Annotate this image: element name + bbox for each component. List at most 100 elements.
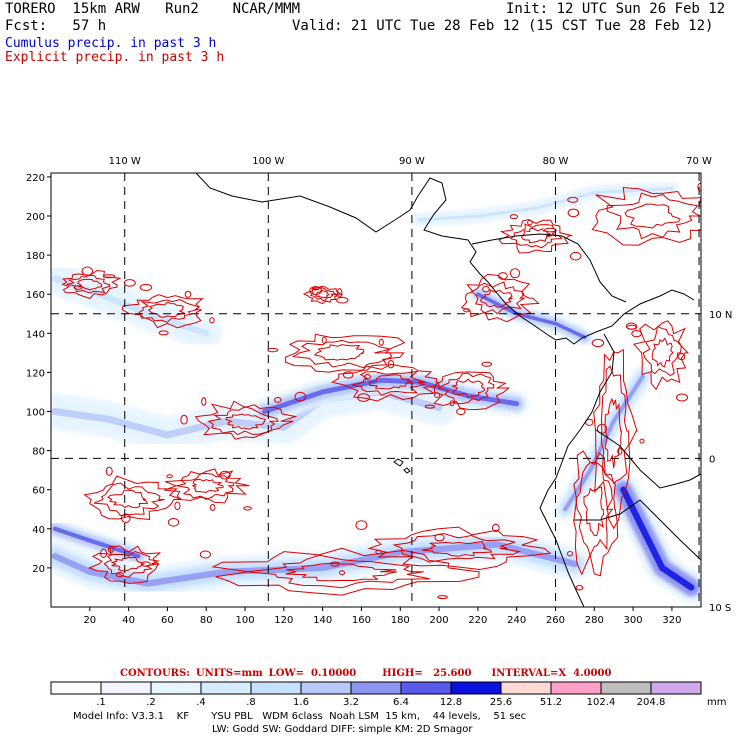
explicit-contour [284, 333, 406, 373]
color-scale-label: 25.6 [490, 697, 512, 708]
explicit-contour-cell [102, 274, 116, 279]
explicit-contour-cell [481, 361, 493, 367]
explicit-contour-cell [591, 338, 605, 348]
explicit-contour-cell [363, 374, 371, 380]
explicit-contour-cell [567, 208, 580, 218]
color-scale-swatch [150, 681, 202, 695]
explicit-contour-cell [434, 392, 441, 399]
explicit-contour-cell [209, 504, 216, 511]
cumulus-band-core [476, 292, 587, 339]
explicit-contour [176, 472, 235, 500]
color-scale-swatch [550, 681, 602, 695]
cumulus-band-core [261, 377, 520, 414]
explicit-contour [121, 294, 204, 329]
color-scale-label: 204.8 [637, 697, 666, 708]
y-tick-label: 60 [32, 486, 45, 497]
explicit-contour-cell [712, 202, 721, 210]
explicit-contour [633, 320, 690, 391]
explicit-contour-cell [339, 570, 345, 576]
explicit-contour [66, 274, 111, 294]
explicit-contour-cell [294, 391, 307, 402]
valid-time: Valid: 21 UTC Tue 28 Feb 12 (15 CST Tue … [292, 18, 714, 34]
explicit-contour-cell [456, 408, 466, 416]
cumulus-band-core [51, 275, 210, 337]
color-scale-units: mm [707, 697, 726, 708]
cumulus-band-core [51, 541, 579, 587]
explicit-contour [651, 337, 675, 368]
explicit-contour-cell [100, 548, 108, 558]
explicit-contour-cell [575, 584, 584, 591]
color-scale-label: 51.2 [540, 697, 562, 708]
color-scale-swatch [500, 681, 552, 695]
explicit-contour-cell [115, 571, 124, 578]
contour-high: HIGH= 25.600 [382, 668, 472, 679]
explicit-contour [509, 223, 563, 249]
explicit-contour-cell [123, 279, 136, 287]
explicit-contour [351, 370, 426, 396]
coast-south-america [539, 333, 615, 607]
lat-label: 0 [709, 454, 715, 465]
explicit-contour [593, 348, 638, 530]
explicit-contour [138, 298, 201, 323]
explicit-contour [575, 461, 614, 557]
explicit-contour [225, 413, 267, 430]
color-scale-label: .8 [246, 697, 256, 708]
explicit-contour-cell [375, 549, 382, 555]
color-scale-label: 1.6 [293, 697, 309, 708]
explicit-contour-cell [631, 330, 642, 338]
x-tick-label: 220 [468, 615, 487, 626]
color-scale-swatch [350, 681, 402, 695]
x-tick-label: 80 [200, 615, 213, 626]
explicit-contour-cell [321, 336, 327, 344]
explicit-contour [624, 203, 681, 229]
explicit-contour [573, 450, 619, 577]
explicit-contour-cell [527, 219, 533, 226]
explicit-contour-cell [209, 317, 215, 324]
explicit-contour [194, 400, 298, 440]
explicit-contour-cell [677, 353, 686, 361]
explicit-precip-contours [61, 182, 721, 600]
forecast-hour: Fcst: 57 h [5, 18, 107, 34]
y-tick-label: 140 [26, 329, 45, 340]
x-tick-label: 200 [430, 615, 449, 626]
color-scale-swatch [600, 681, 652, 695]
explicit-contour [392, 532, 522, 563]
explicit-contour [368, 374, 413, 390]
lon-label: 70 W [686, 156, 712, 167]
x-tick-label: 280 [585, 615, 604, 626]
explicit-contour-cell [498, 272, 508, 280]
y-tick-label: 20 [32, 564, 45, 575]
x-tick-label: 120 [274, 615, 293, 626]
explicit-contour-cell [434, 533, 445, 542]
contour-low: LOW= 0.10000 [268, 668, 357, 679]
y-tick-label: 120 [26, 368, 45, 379]
x-tick-label: 180 [391, 615, 410, 626]
explicit-contour [211, 547, 480, 596]
explicit-contour-cell [81, 266, 94, 276]
explicit-contour [450, 378, 486, 399]
border-andes [574, 499, 701, 561]
explicit-contour-cell [105, 466, 113, 476]
explicit-contour-cell [463, 308, 470, 313]
explicit-contour [421, 540, 493, 557]
lon-label: 100 W [252, 156, 284, 167]
explicit-contour-cell [219, 470, 231, 480]
init-time: Init: 12 UTC Sun 26 Feb 12 [506, 1, 726, 17]
explicit-contour [642, 325, 682, 377]
explicit-contour-cell [330, 561, 340, 567]
explicit-contour [460, 273, 540, 323]
explicit-contour [583, 486, 605, 537]
contour-title: CONTOURS: [120, 668, 190, 679]
color-scale-swatch [100, 681, 152, 695]
explicit-contour-cell [174, 501, 181, 511]
explicit-contour-cell [567, 551, 573, 557]
explicit-contour [606, 192, 701, 240]
explicit-contour [367, 526, 552, 571]
y-tick-label: 180 [26, 251, 45, 262]
explicit-contour-cell [639, 438, 645, 444]
lat-lon-grid [51, 173, 701, 607]
y-tick-label: 220 [26, 173, 45, 184]
lat-label: 10 S [709, 603, 731, 614]
explicit-contour-cell [199, 550, 211, 559]
